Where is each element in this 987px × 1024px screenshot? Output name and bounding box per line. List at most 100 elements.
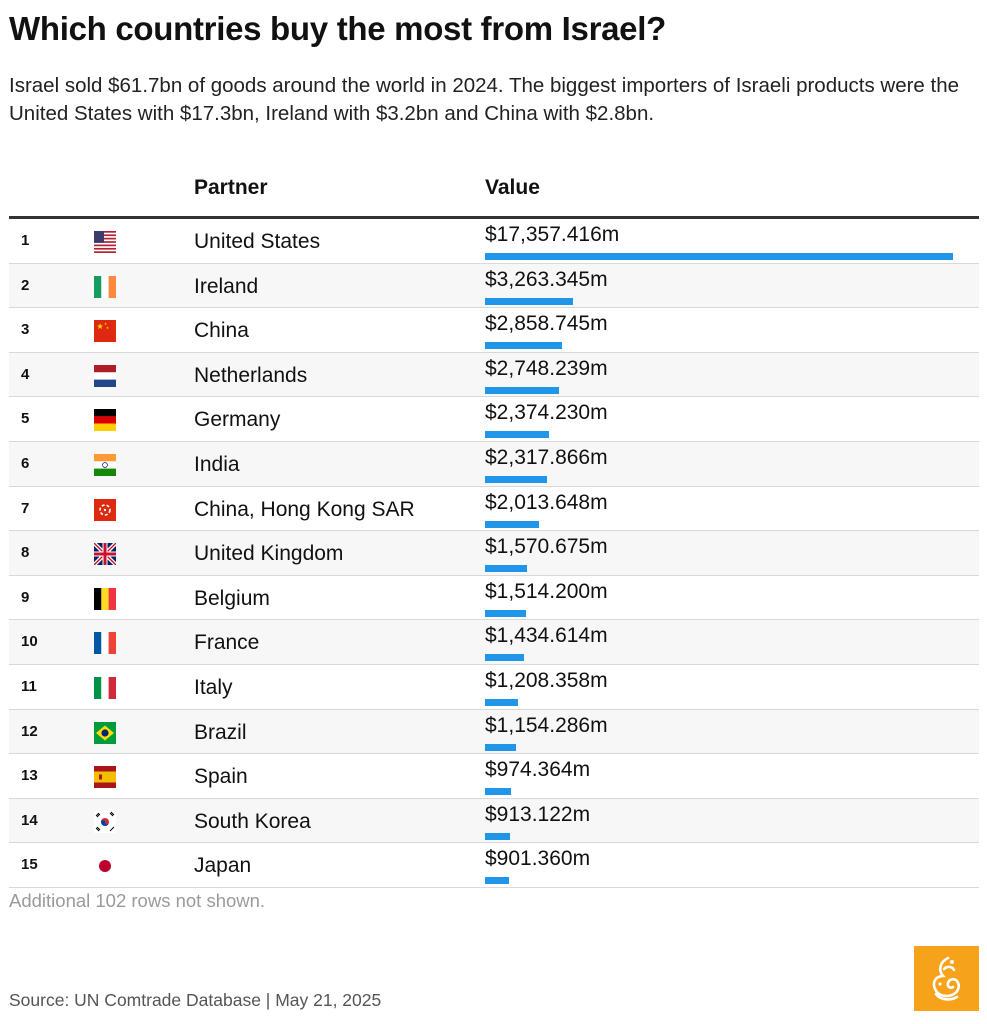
partner-cell: India (194, 452, 240, 476)
rank-cell: 5 (21, 410, 30, 428)
de-flag-icon (94, 409, 116, 432)
value-label: $1,208.358m (485, 668, 608, 692)
rank-cell: 11 (21, 677, 37, 695)
rank-cell: 6 (21, 454, 30, 472)
value-bar (485, 654, 524, 662)
table-row: 11 Italy $1,208.358m (9, 665, 979, 710)
table-row: 6 India $2,317.866m (9, 441, 979, 487)
partner-cell: Belgium (194, 586, 270, 610)
partner-cell: South Korea (194, 809, 311, 833)
value-label: $1,570.675m (485, 535, 608, 559)
partner-column-header[interactable]: Partner (194, 176, 268, 199)
nl-flag-icon (94, 364, 116, 387)
value-label: $2,748.239m (485, 356, 608, 380)
us-flag-icon (94, 231, 116, 253)
fr-flag-icon (94, 632, 116, 655)
value-bar (485, 788, 512, 796)
value-label: $913.122m (485, 802, 591, 826)
partner-cell: China, Hong Kong SAR (194, 497, 415, 521)
partner-cell: France (194, 631, 260, 655)
kr-flag-icon (94, 810, 116, 833)
partner-cell: Netherlands (194, 363, 308, 387)
svg-text:★: ★ (97, 322, 104, 331)
it-flag-icon (94, 676, 116, 699)
table-row: 9 Belgium $1,514.200m (9, 576, 979, 621)
value-bar (485, 877, 510, 885)
table-row: 12 Brazil $1,154.286m (9, 709, 979, 755)
es-flag-icon (94, 766, 116, 789)
value-label: $3,263.345m (485, 267, 608, 291)
value-label: $1,154.286m (485, 713, 608, 737)
ie-flag-icon (94, 275, 116, 298)
rank-cell: 7 (21, 499, 30, 517)
value-label: $901.360m (485, 847, 591, 871)
jp-flag-icon (94, 855, 116, 878)
partner-cell: Germany (194, 408, 281, 432)
svg-text:★: ★ (106, 326, 109, 330)
value-label: $2,013.648m (485, 490, 608, 514)
partner-cell: Italy (194, 675, 233, 699)
value-bar (485, 475, 548, 483)
value-bar (485, 297, 573, 305)
table-row: 2 Ireland $3,263.345m (9, 263, 979, 309)
value-bar (485, 832, 510, 840)
source-text: Source: UN Comtrade Database | May 21, 2… (9, 990, 382, 1010)
value-label: $2,858.745m (485, 312, 608, 336)
value-label: $1,434.614m (485, 624, 608, 648)
gb-flag-icon (94, 543, 116, 566)
rank-cell: 10 (21, 633, 38, 651)
rank-cell: 15 (21, 856, 38, 874)
value-label: $974.364m (485, 758, 591, 782)
value-bar (485, 698, 518, 706)
table-row: 7 China, Hong Kong SAR $2,013.648m (9, 487, 979, 532)
partner-cell: Ireland (194, 274, 259, 298)
value-bar (485, 342, 563, 350)
value-bar (485, 253, 953, 260)
value-label: $1,514.200m (485, 579, 608, 603)
partner-cell: Spain (194, 765, 248, 789)
chart-subtitle: Israel sold $61.7bn of goods around the … (9, 74, 960, 125)
rank-cell: 13 (21, 767, 38, 785)
be-flag-icon (94, 587, 116, 610)
table-row: 4 Netherlands $2,748.239m (9, 352, 979, 398)
value-label: $2,374.230m (485, 401, 608, 425)
table-body: 1 United States $17,357.416m 2 Ireland $3,263… (9, 219, 979, 888)
rank-cell: 12 (21, 722, 38, 740)
table-row: 15 Japan $901.360m (9, 843, 979, 888)
value-bar (485, 609, 526, 617)
partner-cell: United Kingdom (194, 542, 344, 566)
rank-cell: 8 (21, 544, 30, 562)
partner-cell: China (194, 319, 249, 343)
value-label: $17,357.416m (485, 223, 620, 246)
rank-cell: 4 (21, 365, 30, 383)
hk-flag-icon (94, 498, 116, 521)
table-header: Partner Value (9, 164, 979, 219)
value-bar (485, 520, 540, 528)
value-bar (485, 431, 549, 439)
value-bar (485, 565, 528, 573)
value-column-header[interactable]: Value (485, 176, 540, 199)
value-bar (485, 386, 560, 394)
br-flag-icon (94, 721, 116, 744)
partner-cell: United States (194, 230, 321, 253)
rank-cell: 1 (21, 232, 30, 249)
table-row: 13 Spain $974.364m (9, 754, 979, 799)
table-row: 3 ★ ★ ★ China $2,858.745m (9, 308, 979, 353)
svg-text:★: ★ (104, 322, 107, 326)
rank-cell: 9 (21, 588, 30, 606)
table-row: 14 South Korea $913.122m (9, 798, 979, 844)
chart-title: Which countries buy the most from Israel… (9, 10, 666, 47)
data-table: Partner Value 1 United States $17,357.416m… (9, 164, 979, 888)
value-label: $2,317.866m (485, 445, 608, 469)
value-bar (485, 743, 517, 751)
rank-cell: 3 (21, 321, 30, 339)
al-jazeera-logo (914, 946, 979, 1011)
partner-cell: Japan (194, 854, 252, 878)
partner-cell: Brazil (194, 720, 247, 744)
rank-cell: 2 (21, 276, 30, 294)
table-row: 10 France $1,434.614m (9, 620, 979, 665)
rank-cell: 14 (21, 811, 38, 829)
cn-flag-icon: ★ ★ ★ (94, 320, 116, 343)
table-row: 8 United Kingdom $1,570.675m (9, 531, 979, 576)
table-row: 1 United States $17,357.416m (9, 219, 979, 264)
